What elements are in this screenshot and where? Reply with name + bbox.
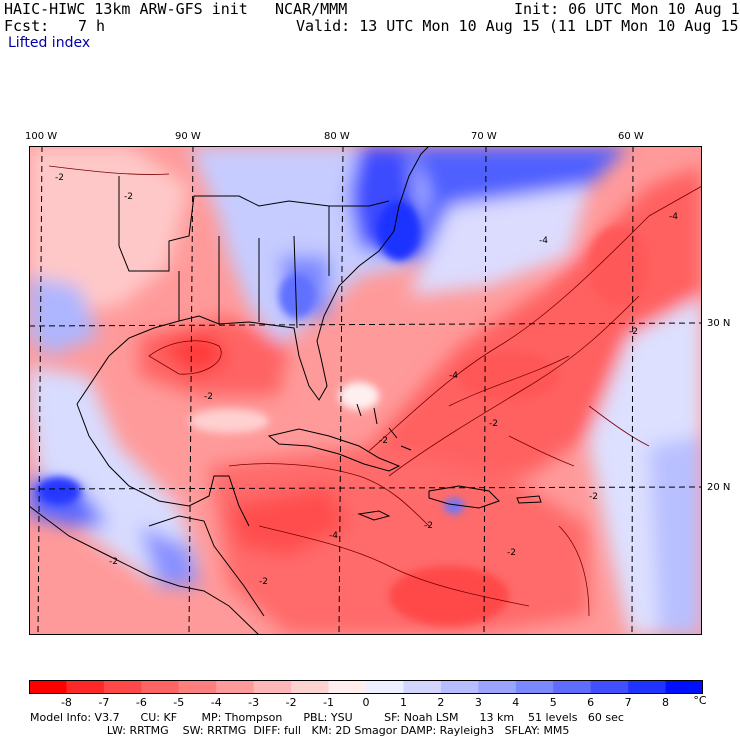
colorbar-cell bbox=[103, 680, 142, 694]
contour-label: -2 bbox=[259, 577, 268, 587]
contour-label-group: -2 -2 -2 -2 -4 -4 -4 -4 -2 -2 -2 -2 -2 -… bbox=[55, 173, 678, 587]
colorbar-cell bbox=[216, 680, 255, 694]
model-info-line-2: LW: RRTMG SW: RRTMG DIFF: full KM: 2D Sm… bbox=[30, 724, 570, 737]
colorbar-cell bbox=[66, 680, 105, 694]
colorbar-tick-label: 5 bbox=[549, 696, 557, 709]
colorbar-tick-label: 3 bbox=[474, 696, 482, 709]
contour-label: -2 bbox=[489, 419, 498, 429]
field-detail bbox=[37, 201, 649, 626]
colorbar-tick-label: 1 bbox=[399, 696, 407, 709]
contour-label: -2 bbox=[109, 557, 118, 567]
lat-label-20n: 20 N bbox=[707, 482, 731, 493]
fcst-value: 7 h bbox=[78, 17, 106, 35]
colorbar-cell bbox=[178, 680, 217, 694]
colorbar-cell bbox=[515, 680, 554, 694]
contour-label: -4 bbox=[669, 212, 678, 222]
colorbar-cell bbox=[29, 680, 67, 694]
contour-label: -2 bbox=[424, 521, 433, 531]
contour-lines bbox=[48, 165, 702, 617]
colorbar-unit: °C bbox=[693, 694, 707, 707]
colorbar-tick-label: -5 bbox=[173, 696, 185, 709]
org-label: NCAR/MMM bbox=[275, 0, 348, 18]
contour-label: -2 bbox=[204, 392, 213, 402]
lon-label-60w: 60 W bbox=[618, 131, 644, 142]
colorbar-cell bbox=[403, 680, 442, 694]
colorbar-tick-label: 0 bbox=[362, 696, 370, 709]
colorbar-cell bbox=[328, 680, 367, 694]
valid-time: Valid: 13 UTC Mon 10 Aug 15 (11 LDT Mon … bbox=[296, 17, 740, 35]
colorbar-tick-label: 2 bbox=[437, 696, 445, 709]
lon-label-90w: 90 W bbox=[175, 131, 201, 142]
colorbar-cell bbox=[478, 680, 517, 694]
model-title: HAIC-HIWC 13km ARW-GFS init bbox=[4, 0, 248, 18]
colorbar-cell bbox=[440, 680, 479, 694]
colorbar-tick-label: 8 bbox=[662, 696, 670, 709]
field-name: Lifted index bbox=[8, 35, 91, 51]
field-shading bbox=[29, 146, 702, 635]
lat-label-30n: 30 N bbox=[707, 318, 731, 329]
colorbar-tick-label: -1 bbox=[323, 696, 335, 709]
contour-label: -2 bbox=[629, 327, 638, 337]
contour-label: -2 bbox=[589, 492, 598, 502]
colorbar-tick-label: -8 bbox=[60, 696, 72, 709]
contour-label: -2 bbox=[379, 436, 388, 446]
model-info-line-1: Model Info: V3.7 CU: KF MP: Thompson PBL… bbox=[30, 711, 624, 724]
fcst-label: Fcst: bbox=[4, 17, 50, 35]
colorbar-tick-label: -3 bbox=[248, 696, 260, 709]
colorbar-cell bbox=[366, 680, 404, 694]
init-time: Init: 06 UTC Mon 10 Aug 15 bbox=[514, 0, 740, 18]
lon-label-100w: 100 W bbox=[25, 131, 58, 142]
contour-label: -2 bbox=[124, 192, 133, 202]
colorbar-tick-label: -6 bbox=[135, 696, 147, 709]
colorbar-tick-label: -2 bbox=[285, 696, 297, 709]
contour-label: -2 bbox=[507, 548, 516, 558]
colorbar-cell bbox=[553, 680, 592, 694]
lon-label-70w: 70 W bbox=[471, 131, 497, 142]
contour-label: -2 bbox=[55, 173, 64, 183]
contour-label: -4 bbox=[449, 371, 458, 381]
colorbar bbox=[29, 680, 703, 694]
colorbar-tick-label: 6 bbox=[587, 696, 595, 709]
lifted-index-map: -2 -2 -2 -2 -4 -4 -4 -4 -2 -2 -2 -2 -2 -… bbox=[29, 146, 702, 635]
colorbar-cell bbox=[141, 680, 180, 694]
colorbar-cell bbox=[665, 680, 703, 694]
contour-label: -4 bbox=[539, 236, 548, 246]
map-frame bbox=[29, 146, 702, 635]
colorbar-tick-label: -4 bbox=[210, 696, 222, 709]
colorbar-tick-label: 4 bbox=[512, 696, 520, 709]
colorbar-cell bbox=[628, 680, 667, 694]
colorbar-cell bbox=[590, 680, 629, 694]
colorbar-tick-label: 7 bbox=[624, 696, 632, 709]
lon-label-80w: 80 W bbox=[324, 131, 350, 142]
colorbar-cell bbox=[253, 680, 292, 694]
latlon-grid bbox=[29, 146, 702, 635]
contour-label: -4 bbox=[329, 531, 338, 541]
colorbar-tick-label: -7 bbox=[98, 696, 110, 709]
colorbar-cell bbox=[291, 680, 330, 694]
coastlines bbox=[29, 146, 542, 635]
